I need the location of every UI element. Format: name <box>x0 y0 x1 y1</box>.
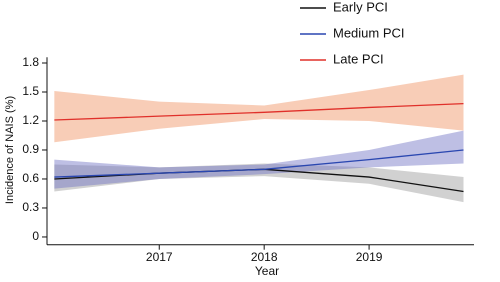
y-axis-label: Incidence of NAIS (%) <box>4 96 16 204</box>
legend-label: Medium PCI <box>333 25 405 40</box>
series-line <box>54 102 464 121</box>
series-line <box>54 149 464 178</box>
legend-label: Early PCI <box>333 0 388 14</box>
y-tick-label: 1.5 <box>22 84 39 98</box>
y-tick-label: 1.2 <box>22 113 39 127</box>
x-tick-label: 2018 <box>251 250 278 264</box>
y-tick-label: 0.9 <box>22 142 39 156</box>
confidence-band <box>54 130 464 189</box>
x-tick-label: 2019 <box>356 250 383 264</box>
y-tick-label: 0.3 <box>22 200 39 214</box>
y-tick-label: 1.8 <box>22 55 39 69</box>
y-tick-label: 0.6 <box>22 171 39 185</box>
x-tick-label: 2017 <box>146 250 173 264</box>
y-tick-label: 0 <box>32 229 39 243</box>
confidence-band <box>54 74 464 143</box>
legend-label: Late PCI <box>333 51 384 66</box>
x-axis-label: Year <box>255 264 279 278</box>
